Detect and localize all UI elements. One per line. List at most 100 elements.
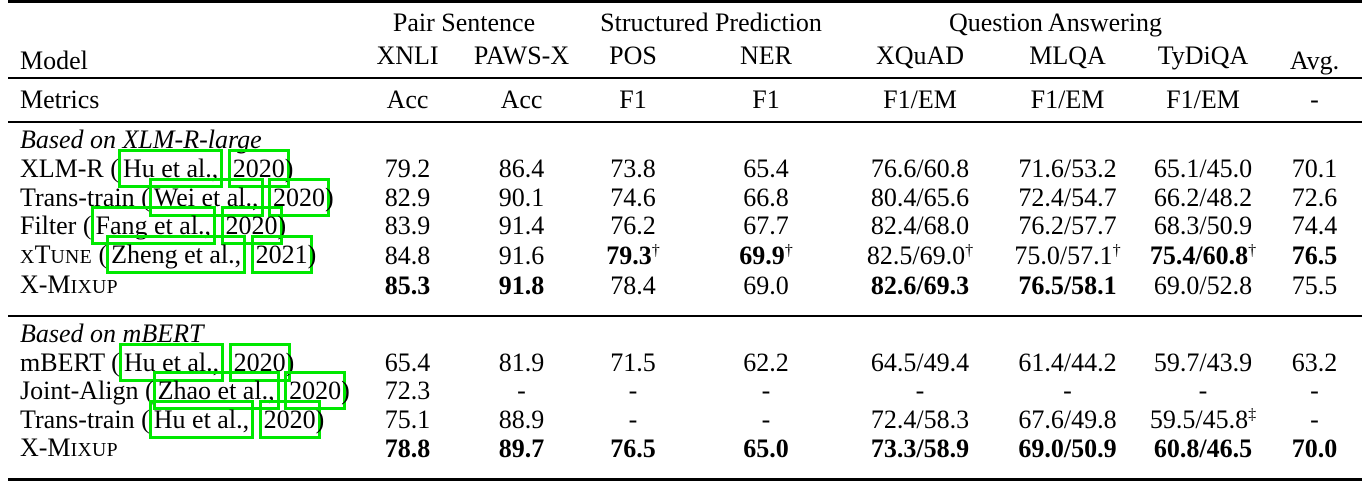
cell-value: 82.5/69.0	[866, 240, 966, 270]
cell-ner: 62.2	[688, 348, 844, 378]
cell-value: 86.4	[498, 154, 545, 183]
cell-pos: 79.3†	[578, 241, 688, 272]
cell-paws-x: 81.9	[465, 348, 578, 378]
cell-xquad: 73.3/58.9	[844, 434, 996, 479]
cell-value: 72.3	[384, 376, 431, 405]
cell-value: 88.9	[498, 404, 545, 434]
table-row: Joint-Align (Zhao et al., 2020) 72.3 - - - - -…	[8, 371, 1362, 410]
model-cell: X-MIXUP	[8, 270, 350, 316]
cell-xquad: 80.4/65.6	[844, 182, 996, 213]
cell-ner: 69.0	[688, 271, 844, 316]
cell-value: 82.4/68.0	[870, 211, 970, 240]
cell-value: 70.1	[1291, 154, 1338, 183]
cell-pos: 76.5	[578, 434, 688, 479]
cell-value: 60.8/46.5	[1153, 434, 1253, 463]
cell-value: 70.0	[1291, 434, 1338, 463]
cell-mlqa: 69.0/50.9	[996, 434, 1139, 479]
model-cell: XLM-R (Hu et al., 2020)	[8, 149, 350, 188]
metrics-body: Metrics Acc Acc F1 F1 F1/EM F1/EM F1/EM -	[8, 78, 1363, 123]
cell-paws-x: -	[465, 376, 578, 406]
citation-author-link[interactable]: Wei et al.,	[148, 177, 264, 217]
cell-value: 83.9	[384, 211, 431, 240]
cell-xnli: 83.9	[350, 211, 465, 241]
cell-tydiqa: 59.5/45.8‡	[1139, 405, 1267, 435]
citation-year-link[interactable]: 2021	[250, 234, 313, 274]
footnote-marker: †	[965, 241, 974, 259]
citation-author-link[interactable]: Hu et al.,	[118, 342, 225, 382]
cell-value: 64.5/49.4	[870, 347, 970, 377]
header-column-row: XNLI PAWS-X POS NER XQuAD MLQA TyDiQA	[8, 39, 1362, 79]
cell-value: 73.8	[610, 154, 656, 183]
group-header: Structured Prediction	[600, 8, 822, 37]
cell-avg: 70.0	[1267, 434, 1362, 479]
cell-pos: 74.6	[578, 183, 688, 213]
cell-avg: 63.2	[1267, 348, 1362, 378]
cell-value: 80.4/65.6	[870, 182, 970, 212]
cell-paws-x: 86.4	[465, 154, 578, 184]
cell-value: 76.2/57.7	[1018, 211, 1117, 240]
model-name-part: mBERT	[20, 347, 105, 377]
model-cell: Trans-train (Wei et al., 2020)	[8, 177, 350, 217]
cell-xnli: 78.8	[350, 434, 465, 479]
results-table: Model Pair Sentence Structured Prediction Q…	[8, 0, 1363, 481]
cell-value: 69.0/50.9	[1018, 434, 1117, 463]
citation-author-link[interactable]: Hu et al.,	[148, 399, 255, 439]
model-cell: mBERT (Hu et al., 2020)	[8, 342, 350, 382]
citation-year-link[interactable]: 2020	[220, 206, 283, 245]
citation-year-link[interactable]: 2020	[284, 371, 347, 410]
cell-value: -	[761, 376, 771, 405]
citation-author-link[interactable]: Zhao et al.,	[152, 371, 280, 410]
cell-pos: -	[578, 405, 688, 435]
header-group-row: Model Pair Sentence Structured Prediction Q…	[8, 1, 1363, 79]
cell-value: 72.6	[1291, 182, 1338, 212]
model-name-part: UNE	[50, 245, 92, 268]
citation-year-link[interactable]: 2020	[258, 399, 321, 439]
cell-avg: -	[1267, 404, 1362, 435]
cell-value: 75.0/57.1	[1014, 240, 1113, 270]
table-head: Model Pair Sentence Structured Prediction Q…	[8, 1, 1363, 79]
cell-value: 75.4/60.8	[1149, 240, 1249, 270]
cell-xnli: 65.4	[350, 348, 465, 378]
citation-author-link[interactable]: Hu et al.,	[117, 149, 224, 188]
model-name-part: X	[20, 245, 35, 268]
table-row: XLM-R (Hu et al., 2020) 79.2 86.4 73.8 65.4 7…	[8, 149, 1362, 188]
cell-value: 78.8	[384, 434, 431, 463]
cell-value: -	[517, 376, 526, 405]
citation-author-link[interactable]: Fang et al.,	[90, 206, 217, 245]
cell-ner: 66.8	[688, 183, 844, 213]
cell-value: 66.2/48.2	[1153, 182, 1253, 212]
cell-paws-x: 90.1	[465, 183, 578, 213]
column-header-paws-x: PAWS-X	[465, 39, 579, 79]
citation-year-link[interactable]: 2020	[268, 177, 331, 217]
cell-avg: 70.1	[1267, 154, 1362, 184]
cell-paws-x: 91.6	[465, 241, 578, 272]
model-cell: Joint-Align (Zhao et al., 2020)	[8, 371, 350, 410]
cell-value: 79.2	[384, 154, 431, 183]
model-cell: Trans-train (Hu et al., 2020)	[8, 399, 350, 439]
metric-xquad: F1/EM	[844, 78, 997, 123]
cell-value: 75.5	[1291, 271, 1338, 300]
cell-xquad: 72.4/58.3	[844, 405, 996, 435]
footnote-marker: †	[651, 241, 660, 259]
cell-value: -	[1063, 376, 1072, 405]
cell-value: 76.5	[610, 434, 656, 463]
cell-value: 69.0/52.8	[1153, 271, 1253, 300]
citation-author-link[interactable]: Zheng et al.,	[106, 234, 247, 274]
section-title: Based on XLM-R-large	[20, 125, 262, 154]
cell-value: 67.7	[743, 211, 789, 240]
model-name-part: Joint-Align	[20, 376, 139, 405]
citation-year-link[interactable]: 2020	[228, 342, 291, 382]
footnote-marker: †	[1112, 241, 1121, 259]
cell-avg: 76.5	[1267, 241, 1362, 272]
column-header-pos: POS	[578, 39, 689, 79]
cell-value: 65.0	[743, 434, 789, 463]
table-row: X-MIXUP 78.8 89.7 76.5 65.0 73.3/58.9 69.0/50.…	[8, 433, 1362, 479]
cell-mlqa: 61.4/44.2	[996, 348, 1139, 378]
model-name-part: IXUP	[70, 439, 118, 461]
cell-value: 69.0	[743, 271, 789, 300]
cell-value: 76.2	[610, 211, 656, 240]
citation-year-link[interactable]: 2020	[227, 149, 290, 188]
cell-mlqa: 76.2/57.7	[996, 211, 1139, 241]
cell-value: -	[1310, 404, 1319, 434]
metric-mlqa: F1/EM	[996, 78, 1140, 123]
